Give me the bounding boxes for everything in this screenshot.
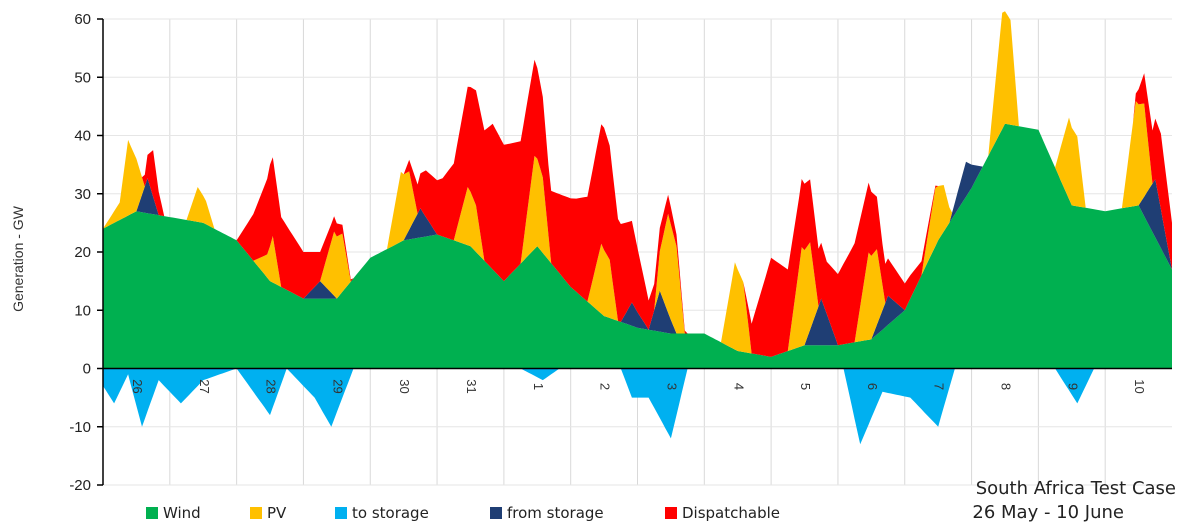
legend-label: PV (267, 504, 287, 522)
series-area-wind (103, 123, 1172, 369)
x-tick-label: 4 (731, 383, 746, 390)
x-tick-label: 31 (464, 379, 479, 393)
x-tick-label: 5 (798, 383, 813, 390)
x-tick-label: 10 (1132, 379, 1147, 393)
y-tick-label: 10 (74, 302, 91, 319)
legend-swatch (146, 507, 158, 519)
y-tick-label: 0 (83, 361, 91, 378)
x-tick-label: 8 (999, 383, 1014, 390)
legend-swatch (250, 507, 262, 519)
x-tick-label: 28 (264, 379, 279, 393)
y-tick-label: 30 (74, 186, 91, 203)
y-tick-label: 20 (74, 244, 91, 261)
x-tick-labels: 26 27 28 29 30 31 1 2 3 4 5 6 7 8 9 10 (130, 379, 1147, 393)
x-tick-label: 1 (531, 383, 546, 390)
axes (97, 18, 1172, 486)
y-tick-label: 40 (74, 128, 91, 145)
legend-item-to-storage: to storage (335, 504, 429, 522)
x-tick-label: 29 (330, 379, 345, 393)
legend-item-wind: Wind (146, 504, 201, 522)
legend-label: from storage (507, 504, 604, 522)
legend-item-from-storage: from storage (490, 504, 604, 522)
y-tick-label: 50 (74, 69, 91, 86)
caption-dates: 26 May - 10 June (972, 502, 1124, 523)
x-tick-label: 30 (397, 379, 412, 393)
legend-label: Dispatchable (682, 504, 780, 522)
series-areas (103, 11, 1172, 445)
x-tick-label: 26 (130, 379, 145, 393)
legend-label: Wind (163, 504, 201, 522)
x-tick-label: 27 (197, 379, 212, 393)
caption-title: South Africa Test Case (976, 478, 1176, 499)
legend: Wind PV to storage from storage Dispatchable (146, 504, 780, 522)
y-tick-label: -10 (69, 419, 91, 436)
legend-swatch (335, 507, 347, 519)
legend-item-dispatchable: Dispatchable (665, 504, 780, 522)
x-tick-label: 3 (664, 383, 679, 390)
x-tick-label: 9 (1065, 383, 1080, 390)
y-tick-label: -20 (69, 477, 91, 494)
x-tick-label: 2 (598, 383, 613, 390)
y-tick-labels: -20 -10 0 10 20 30 40 50 60 (69, 11, 91, 494)
x-tick-label: 6 (865, 383, 880, 390)
x-tick-label: 7 (932, 383, 947, 390)
legend-label: to storage (352, 504, 429, 522)
y-tick-label: 60 (74, 11, 91, 28)
series-area-to-storage (103, 368, 1172, 445)
y-axis-label: Generation - GW (10, 205, 26, 312)
series-area-dispatchable (103, 11, 1172, 357)
legend-swatch (665, 507, 677, 519)
legend-swatch (490, 507, 502, 519)
legend-item-pv: PV (250, 504, 287, 522)
